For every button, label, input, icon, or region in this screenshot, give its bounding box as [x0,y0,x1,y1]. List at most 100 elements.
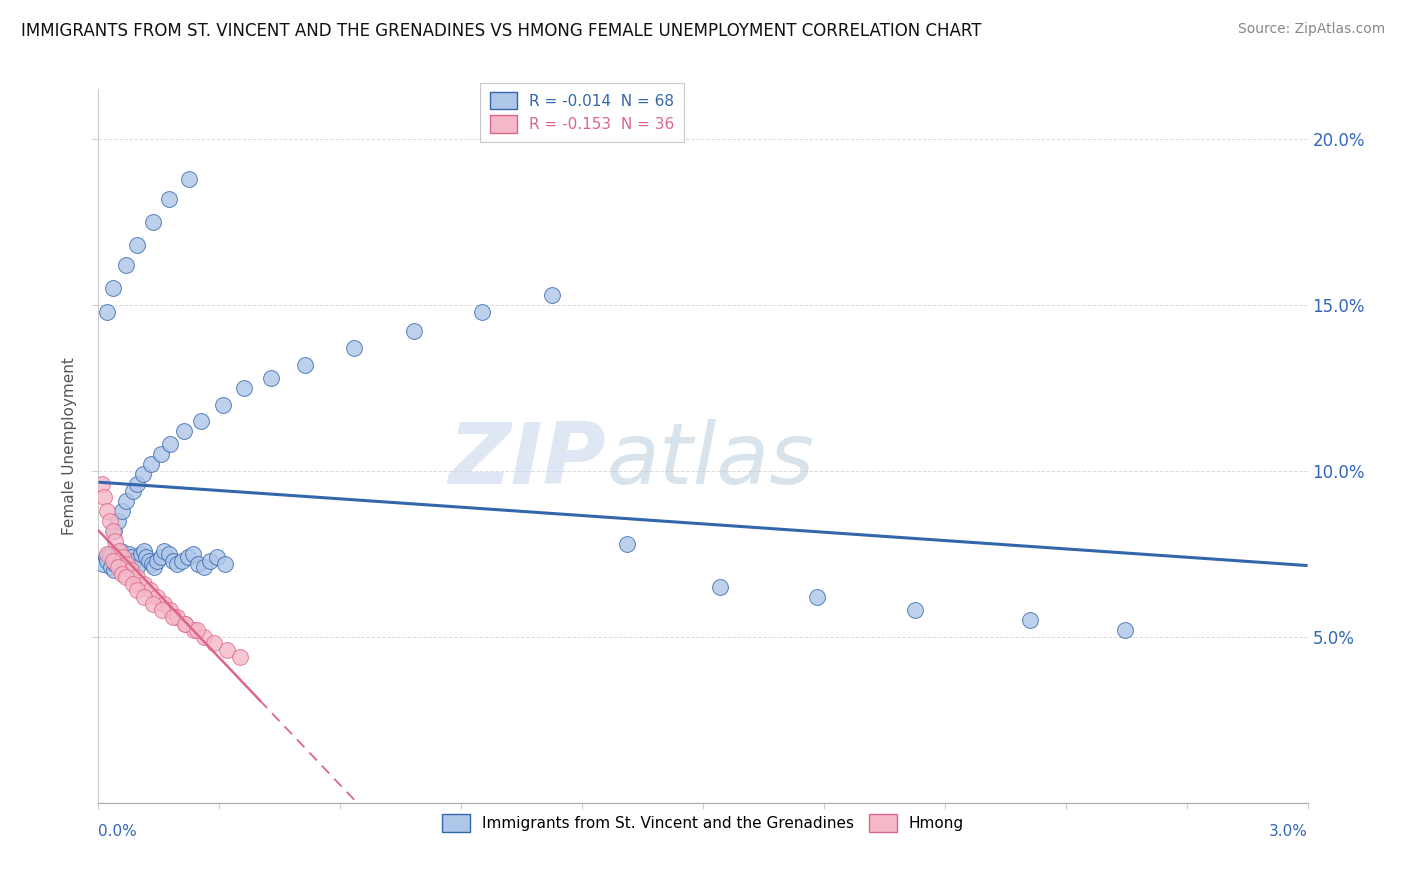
Point [96,547,118,561]
Point [96,304,118,318]
Point [101,281,124,295]
Point [150,603,173,617]
Point [91,557,114,571]
Text: atlas: atlas [606,418,814,502]
Point [125,560,148,574]
Text: ZIP: ZIP [449,418,606,502]
Point [135,550,157,565]
Point [114,258,136,272]
Point [139,457,162,471]
Point [125,583,148,598]
Point [229,649,252,664]
Point [139,583,162,598]
Point [93,491,115,505]
Point [98,514,121,528]
Point [260,371,283,385]
Point [159,603,181,617]
Point [157,547,180,561]
Point [157,192,180,206]
Point [138,553,160,567]
Point [125,477,148,491]
Point [159,437,181,451]
Point [402,325,425,339]
Point [181,547,204,561]
Point [173,424,195,438]
Point [1019,613,1042,627]
Point [129,547,152,561]
Point [112,550,135,565]
Point [101,553,124,567]
Text: 0.0%: 0.0% [98,824,138,839]
Point [471,304,494,318]
Point [107,560,129,574]
Point [94,550,117,565]
Point [121,483,143,498]
Point [125,238,148,252]
Point [104,557,127,571]
Point [152,543,174,558]
Point [186,624,208,638]
Point [90,477,112,491]
Point [96,504,118,518]
Point [114,493,136,508]
Point [904,603,927,617]
Point [806,590,828,604]
Point [122,553,145,567]
Point [103,564,125,578]
Point [132,590,155,604]
Point [121,576,143,591]
Point [100,560,122,574]
Point [111,566,134,581]
Point [204,636,226,650]
Point [193,630,215,644]
Point [117,557,139,571]
Point [215,643,238,657]
Point [104,533,127,548]
Point [98,547,121,561]
Point [146,590,169,604]
Point [108,543,131,558]
Point [172,553,194,567]
Point [142,215,165,229]
Point [114,557,136,571]
Point [121,550,143,565]
Point [107,514,129,528]
Point [149,447,172,461]
Point [142,597,165,611]
Point [207,550,229,565]
Y-axis label: Female Unemployment: Female Unemployment [62,357,77,535]
Point [112,553,135,567]
Point [110,543,132,558]
Point [125,570,148,584]
Legend: Immigrants from St. Vincent and the Grenadines, Hmong: Immigrants from St. Vincent and the Gren… [436,808,970,838]
Point [1114,624,1136,638]
Point [343,341,366,355]
Point [190,414,212,428]
Point [294,358,316,372]
Point [96,553,118,567]
Point [101,524,124,538]
Point [166,557,188,571]
Point [709,580,731,594]
Point [187,557,209,571]
Text: IMMIGRANTS FROM ST. VINCENT AND THE GRENADINES VS HMONG FEMALE UNEMPLOYMENT CORR: IMMIGRANTS FROM ST. VINCENT AND THE GREN… [21,22,981,40]
Point [174,616,197,631]
Point [193,560,215,574]
Point [107,550,129,565]
Point [183,624,205,638]
Point [214,557,236,571]
Point [103,524,125,538]
Point [211,397,233,411]
Point [166,610,188,624]
Point [132,467,155,482]
Point [540,288,562,302]
Point [177,550,200,565]
Point [132,576,155,591]
Point [143,560,166,574]
Point [132,543,155,558]
Point [200,553,222,567]
Point [114,570,136,584]
Point [146,553,169,567]
Point [233,381,256,395]
Text: 3.0%: 3.0% [1268,824,1308,839]
